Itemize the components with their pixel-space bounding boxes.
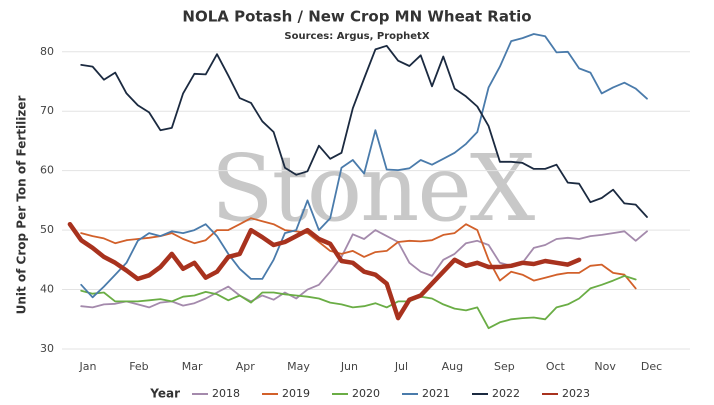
series-line	[67, 221, 582, 321]
y-axis-label: Unit of Crop Per Ton of Fertilizer	[15, 96, 29, 315]
y-tick-label: 50	[40, 223, 54, 236]
legend-label: 2021	[422, 387, 450, 400]
legend-label: 2019	[282, 387, 310, 400]
y-tick-label: 30	[40, 342, 54, 355]
y-tick-label: 60	[40, 164, 54, 177]
chart-title: NOLA Potash / New Crop MN Wheat Ratio	[182, 8, 531, 26]
y-tick-label: 80	[40, 45, 54, 58]
legend-label: 2018	[212, 387, 240, 400]
x-tick-label: Oct	[546, 360, 566, 373]
legend-label: 2020	[352, 387, 380, 400]
x-tick-label: Apr	[236, 360, 256, 373]
y-tick-label: 70	[40, 104, 54, 117]
x-tick-label: Dec	[641, 360, 662, 373]
watermark: StoneX	[211, 135, 536, 242]
x-tick-label: Aug	[442, 360, 463, 373]
x-tick-label: Jul	[394, 360, 408, 373]
x-tick-label: Feb	[129, 360, 148, 373]
legend-label: 2023	[562, 387, 590, 400]
x-tick-label: Nov	[594, 360, 616, 373]
legend-title: Year	[149, 387, 180, 401]
x-tick-label: Mar	[182, 360, 203, 373]
chart-subtitle: Sources: Argus, ProphetX	[284, 31, 429, 42]
series-line	[80, 275, 637, 330]
series-line	[80, 229, 648, 309]
x-tick-label: Jun	[340, 360, 358, 373]
series-line	[80, 217, 637, 290]
series-line	[80, 44, 648, 218]
x-tick-label: May	[287, 360, 310, 373]
series-line	[80, 33, 648, 299]
legend-label: 2022	[492, 387, 520, 400]
x-tick-label: Jan	[79, 360, 97, 373]
y-tick-label: 40	[40, 283, 54, 296]
x-tick-label: Sep	[494, 360, 515, 373]
